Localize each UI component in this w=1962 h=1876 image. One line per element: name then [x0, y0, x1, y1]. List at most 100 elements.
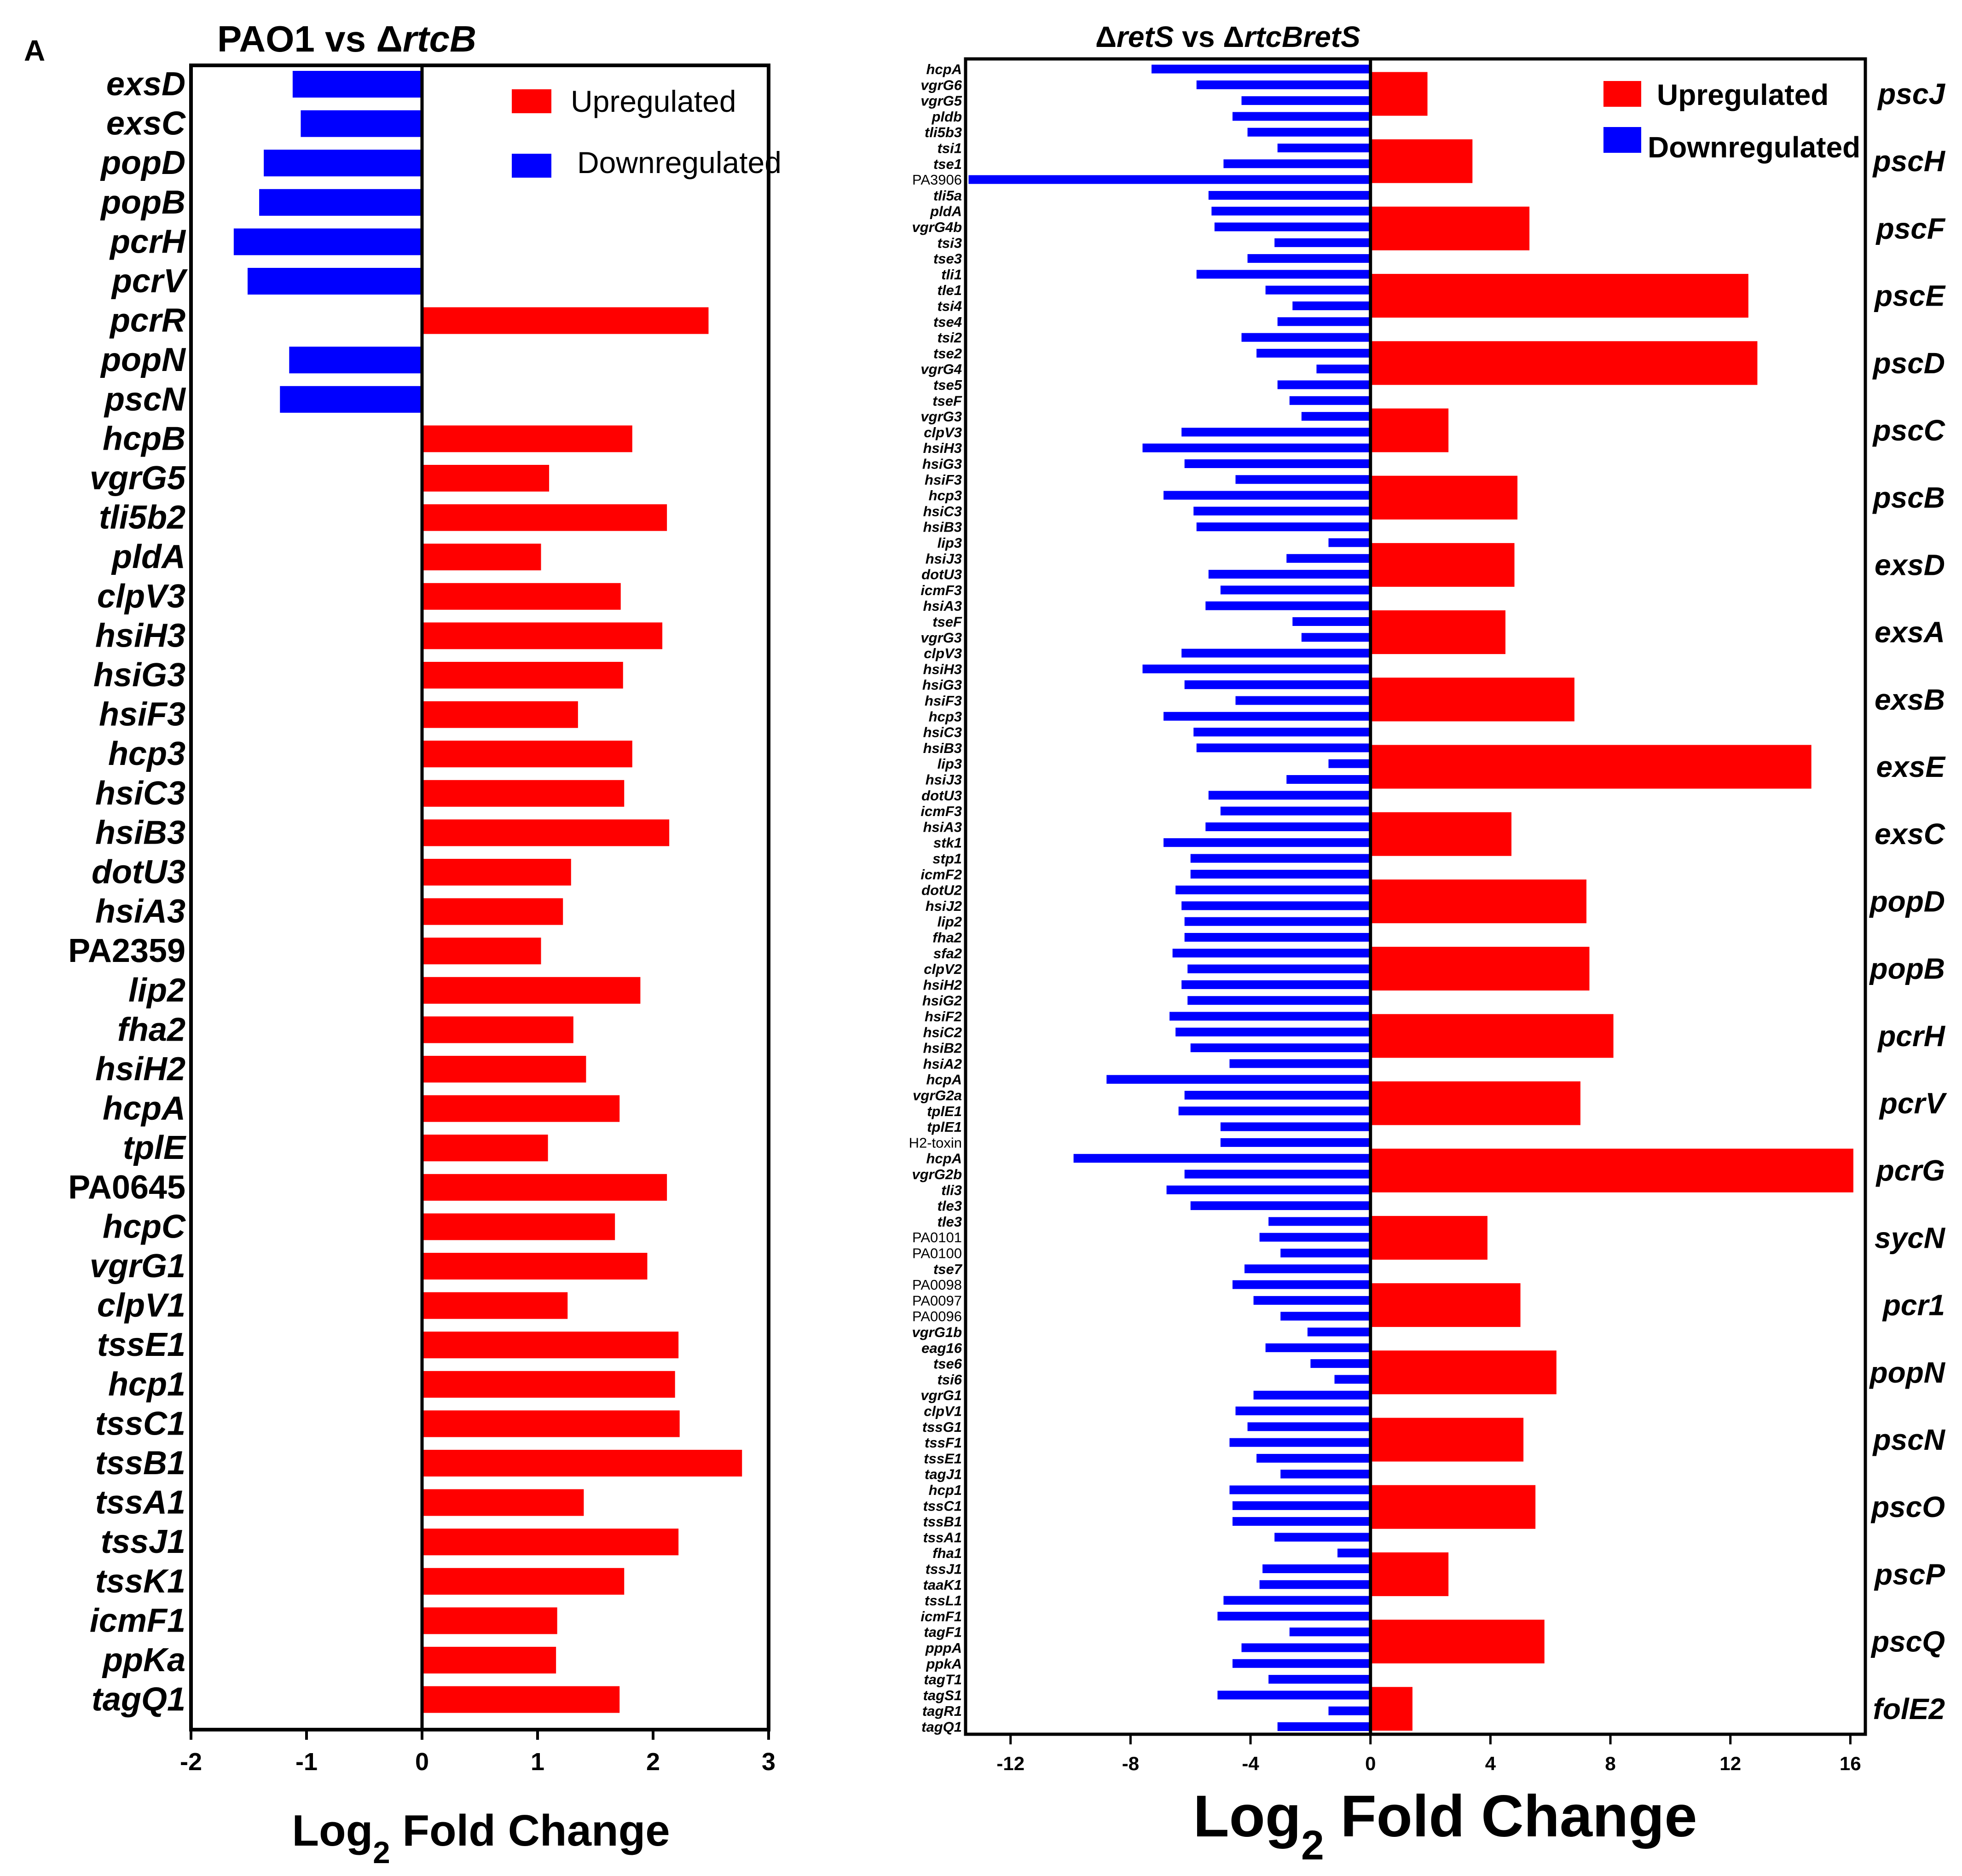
right-x-axis-label: Log2 Fold Change	[1193, 1783, 1697, 1868]
bar-right-down-tsi3	[1274, 238, 1371, 247]
bar-right-down-vgrG2a	[1184, 1091, 1371, 1100]
left-legend-swatch-down	[512, 154, 551, 178]
right-chart-title-part: rtcBretS	[1244, 20, 1360, 53]
bar-right-down-clpV1	[1235, 1407, 1371, 1415]
right-small-gene-label: clpV3	[924, 645, 962, 661]
right-small-gene-label: stk1	[933, 835, 962, 851]
bar-left-hsiH3	[422, 622, 663, 649]
right-small-gene-label: tsi2	[938, 330, 962, 346]
right-small-gene-label: tssB1	[923, 1514, 962, 1530]
right-small-gene-label: hsiH3	[923, 440, 962, 456]
bar-right-up-pscN	[1370, 1418, 1524, 1462]
bar-left-vgrG1	[422, 1253, 648, 1280]
right-small-gene-label: tse5	[933, 377, 962, 393]
left-gene-label: pcrV	[111, 263, 188, 300]
right-small-gene-label: tli1	[941, 266, 962, 283]
right-small-gene-label: vgrG3	[920, 630, 962, 646]
bar-right-down-tle3	[1190, 1201, 1371, 1210]
bar-right-down-hsiB2	[1190, 1043, 1371, 1053]
right-small-gene-label: PA0100	[912, 1245, 962, 1262]
bar-right-up-exsA	[1370, 610, 1505, 654]
right-chart-title-part: retS	[1117, 20, 1174, 53]
right-small-gene-label: icmF1	[920, 1608, 962, 1624]
right-gene-label: popN	[1869, 1356, 1946, 1389]
bar-right-down-hsiH3	[1142, 664, 1371, 673]
bar-right-down-vgrG3	[1301, 412, 1371, 421]
right-small-gene-label: fha1	[932, 1545, 962, 1561]
right-small-gene-label: hcpA	[926, 1151, 962, 1167]
right-gene-label: exsD	[1875, 548, 1945, 581]
bar-right-down-hsiA2	[1229, 1059, 1371, 1068]
right-x-tick-label: 16	[1840, 1753, 1861, 1774]
bar-left-tssC1	[422, 1410, 680, 1437]
right-gene-label: exsE	[1876, 750, 1946, 783]
left-x-axis-label: Log2 Fold Change	[292, 1806, 670, 1870]
right-x-tick-label: 0	[1365, 1753, 1376, 1774]
bar-right-down-hsiG3	[1184, 459, 1371, 468]
right-small-gene-label: hsiJ3	[926, 772, 962, 788]
right-small-gene-label: tseF	[932, 614, 962, 630]
right-small-gene-label: sfa2	[933, 945, 962, 961]
bar-right-down-icmF3	[1220, 806, 1371, 816]
bar-right-down-tssJ1	[1262, 1564, 1371, 1573]
right-chart: ΔretS vs ΔrtcBretShcpAvgrG6vgrG5pldbtli5…	[909, 20, 1948, 1868]
bar-right-up-pcr1	[1370, 1283, 1521, 1327]
right-small-gene-label: tssL1	[925, 1592, 962, 1609]
bar-right-down-tse5	[1277, 380, 1371, 389]
right-small-gene-label: tagR1	[922, 1703, 962, 1719]
right-gene-label: exsC	[1875, 817, 1945, 851]
bar-right-down-hsiJ3	[1286, 554, 1371, 563]
bar-right-down-clpV2	[1187, 964, 1371, 973]
bar-right-down-PA3906	[968, 175, 1371, 184]
right-gene-label: pscP	[1874, 1558, 1945, 1591]
bar-right-down-dotU3	[1208, 791, 1371, 800]
left-gene-label: exsD	[106, 66, 185, 103]
right-gene-label: pscD	[1872, 347, 1945, 380]
right-small-gene-label: hsiG3	[922, 677, 962, 693]
right-chart-title: ΔretS vs ΔrtcBretS	[1095, 20, 1360, 53]
bar-right-down-tse3	[1247, 254, 1371, 263]
right-gene-label: exsA	[1875, 616, 1945, 649]
bar-left-tssK1	[422, 1568, 625, 1595]
right-small-gene-label: icmF3	[920, 582, 962, 598]
right-gene-label: pscO	[1870, 1490, 1945, 1523]
bar-left-hcpA	[422, 1095, 620, 1122]
bar-right-up-pscO	[1370, 1485, 1536, 1529]
left-gene-label: tssA1	[95, 1484, 185, 1521]
right-small-gene-label: tse3	[933, 251, 962, 267]
left-gene-label: icmF1	[90, 1602, 185, 1639]
bar-right-down-PA0096	[1280, 1312, 1371, 1321]
bar-right-up-exsB	[1370, 677, 1574, 722]
bar-right-down-vgrG5	[1241, 96, 1371, 105]
right-small-gene-label: hsiC3	[923, 724, 962, 741]
bar-right-down-hsiH2	[1181, 980, 1371, 989]
bar-right-down-taaK1	[1259, 1580, 1371, 1589]
right-legend-swatch-up	[1603, 81, 1641, 107]
bar-right-down-fha1	[1337, 1548, 1371, 1558]
bar-right-down-hsiA3	[1205, 822, 1371, 831]
right-small-gene-label: vgrG4	[920, 361, 962, 377]
bar-left-hcpC	[422, 1213, 615, 1240]
right-small-gene-label: tse2	[933, 345, 962, 361]
bar-right-down-tle3	[1268, 1217, 1371, 1226]
bar-left-tssB1	[422, 1450, 742, 1476]
left-gene-label: hsiH2	[95, 1051, 185, 1088]
right-small-gene-label: dotU3	[921, 567, 962, 583]
right-x-tick-label: -8	[1122, 1753, 1139, 1774]
right-small-gene-label: tsi3	[938, 235, 962, 251]
bar-right-down-vgrG1b	[1307, 1327, 1371, 1337]
left-x-tick-label: 0	[415, 1748, 429, 1776]
right-legend-label-down: Downregulated	[1648, 131, 1860, 164]
left-gene-label: hcp1	[108, 1366, 185, 1403]
bar-right-down-ppkA	[1232, 1659, 1371, 1668]
bar-right-down-hsiC3	[1193, 506, 1371, 515]
right-small-gene-label: clpV3	[924, 424, 962, 440]
bar-right-down-pldA	[1211, 207, 1371, 216]
left-gene-label: hsiH3	[95, 617, 185, 654]
bar-right-down-stk1	[1163, 838, 1371, 847]
right-small-gene-label: hsiA2	[923, 1056, 962, 1072]
bar-right-down-tssE1	[1256, 1453, 1371, 1463]
bar-right-up-pscC	[1370, 408, 1449, 452]
bar-right-up-folE2	[1370, 1687, 1412, 1731]
